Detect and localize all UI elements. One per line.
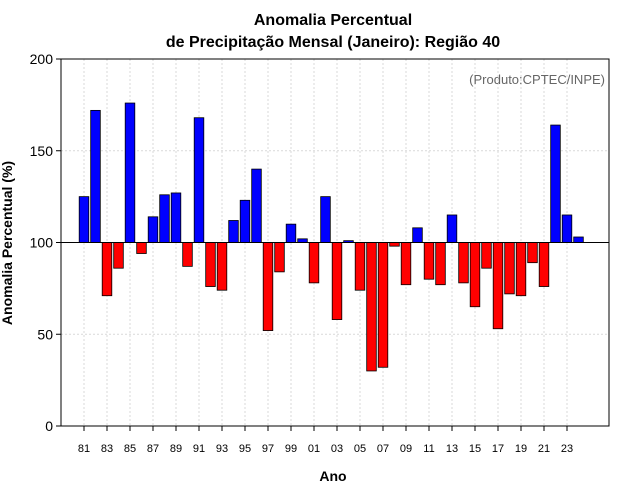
bar-99 [285,223,297,243]
y-tick-label: 150 [30,143,54,159]
x-tick-label: 07 [377,443,389,455]
chart-title-line2: de Precipitação Mensal (Janeiro): Região… [166,34,500,51]
x-tick-label: 19 [515,443,527,455]
y-axis-label: Anomalia Percentual (%) [0,161,15,325]
x-tick-label: 13 [446,443,458,455]
bar-22 [550,124,561,243]
bar-91 [193,117,205,243]
x-tick-label: 23 [561,443,573,455]
x-tick-label: 89 [170,443,182,455]
bar-87 [147,216,159,243]
bar-13 [446,214,458,243]
bar-15 [469,242,481,308]
y-tick-label: 100 [30,235,54,251]
bar-24 [573,236,584,243]
x-tick-label: 15 [469,443,481,455]
bar-01 [308,242,320,284]
x-tick-label: 93 [216,443,228,455]
bar-00 [297,238,308,243]
bar-19 [515,242,527,297]
x-tick-label: 17 [492,443,504,455]
bar-95 [239,199,251,243]
bar-11 [423,242,435,280]
x-tick-label: 05 [354,443,366,455]
bar-08 [389,242,400,247]
x-tick-label: 83 [101,443,113,455]
bar-12 [435,242,446,286]
x-tick-label: 87 [147,443,159,455]
bar-94 [228,220,239,243]
bar-14 [458,242,469,284]
y-tick-label: 50 [37,326,53,342]
bar-06 [366,242,377,372]
x-tick-label: 85 [124,443,136,455]
bar-88 [159,194,170,243]
bar-20 [527,242,538,264]
bar-17 [492,242,504,330]
bar-98 [274,242,285,273]
bar-81 [78,196,90,243]
bar-90 [182,242,193,267]
bar-16 [481,242,492,269]
bar-21 [538,242,550,287]
x-tick-label: 03 [331,443,343,455]
bar-05 [354,242,366,291]
bar-86 [136,242,147,254]
bar-83 [101,242,113,297]
x-tick-label: 99 [285,443,297,455]
y-axis: 0 50 100 150 200 [30,51,61,434]
bar-23 [561,214,573,243]
bar-92 [205,242,216,287]
bar-89 [170,192,182,243]
x-tick-label: 81 [78,443,90,455]
x-tick-label: 91 [193,443,205,455]
x-tick-label: 09 [400,443,412,455]
bar-93 [216,242,228,291]
bar-84 [113,242,124,269]
x-tick-label: 01 [308,443,320,455]
bars [78,102,584,372]
bar-82 [90,109,101,243]
x-tick-label: 97 [262,443,274,455]
bar-09 [400,242,412,286]
x-tick-label: 11 [423,443,434,455]
credit-label: (Produto:CPTEC/INPE) [469,72,605,87]
bar-97 [262,242,274,331]
x-tick-label: 95 [239,443,251,455]
bar-18 [504,242,515,295]
y-tick-label: 200 [30,51,54,67]
bar-03 [331,242,343,320]
x-axis: 81 83 85 87 89 91 93 95 97 99 01 03 05 07 09 11 13 15 17 19… [78,426,573,455]
bar-07 [377,242,389,368]
bar-02 [320,196,331,243]
x-tick-label: 21 [538,443,550,455]
x-axis-label: Ano [319,468,346,484]
bar-85 [124,102,136,243]
chart-title-line1: Anomalia Percentual [254,12,412,29]
bar-10 [412,227,423,243]
bar-96 [251,168,262,243]
y-tick-label: 0 [45,418,53,434]
